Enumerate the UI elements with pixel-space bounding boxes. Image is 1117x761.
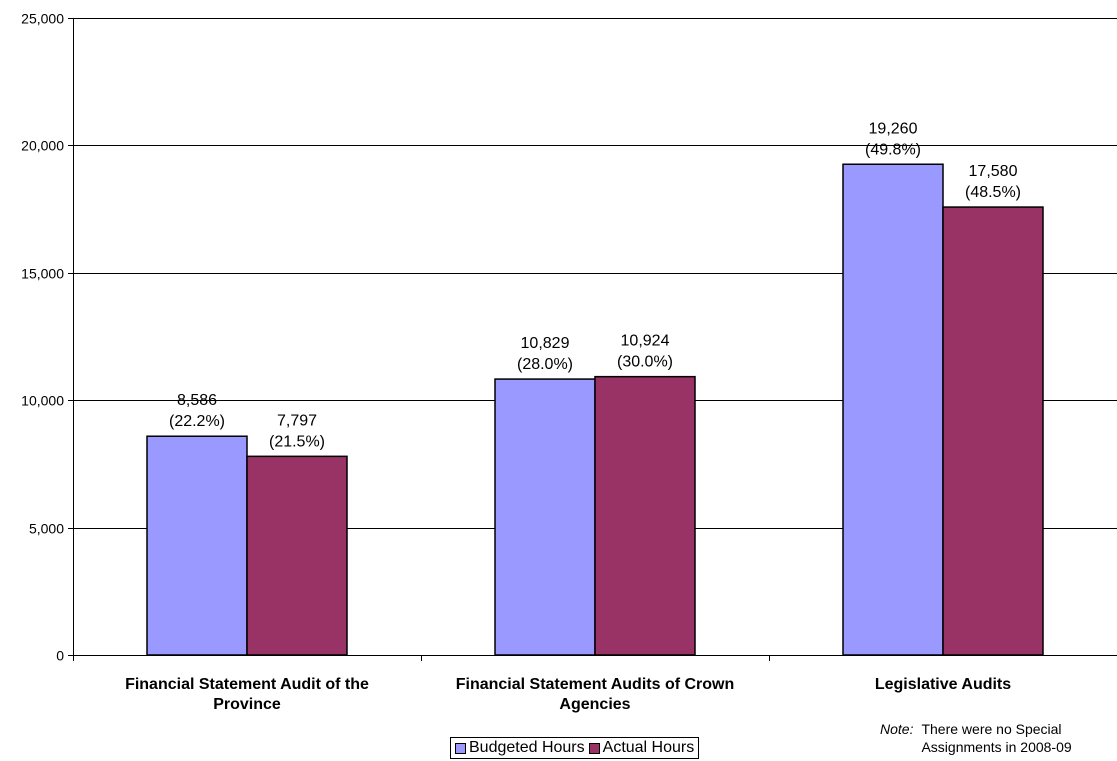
data-label: 10,829 [521, 335, 570, 352]
category-label: Financial Statement Audit of the [125, 676, 369, 693]
note-text: There were no Special Assignments in 200… [921, 720, 1071, 756]
legend: Budgeted Hours Actual Hours [450, 737, 700, 759]
data-label: (30.0%) [617, 354, 673, 371]
bar [942, 206, 1044, 656]
note-line-2: Assignments in 2008-09 [921, 739, 1072, 755]
legend-swatch-budgeted [455, 742, 466, 754]
y-tick-label: 15,000 [21, 266, 64, 282]
y-tick-label: 20,000 [21, 138, 64, 154]
data-label: 7,797 [277, 412, 317, 429]
data-label: (21.5%) [269, 433, 325, 450]
bar [594, 375, 696, 656]
bar [146, 435, 248, 656]
labels: 0 5,000 10,000 15,000 20,000 25,000 8,586 (22.2… [21, 11, 1021, 714]
bars [146, 163, 1044, 656]
legend-item-actual: Actual Hours [588, 739, 695, 757]
axes [68, 18, 1117, 661]
y-tick-label: 5,000 [29, 521, 64, 537]
note-label: Note: [880, 721, 914, 737]
data-label: 10,924 [621, 333, 670, 350]
category-label: Agencies [559, 696, 630, 713]
bar [246, 455, 348, 656]
data-label: 8,586 [177, 392, 217, 409]
legend-item-budgeted: Budgeted Hours [455, 739, 585, 757]
category-label: Financial Statement Audits of Crown [456, 676, 735, 693]
note: Note: There were no Special Assignments … [880, 720, 1072, 756]
data-label: 19,260 [869, 120, 918, 137]
data-label: (28.0%) [517, 356, 573, 373]
bar [494, 378, 596, 656]
y-tick-label: 0 [56, 648, 64, 664]
legend-swatch-actual [588, 742, 600, 754]
category-label: Legislative Audits [875, 676, 1011, 693]
data-label: (48.5%) [965, 184, 1021, 201]
data-label: 17,580 [969, 163, 1018, 180]
note-line-1: There were no Special [921, 721, 1062, 737]
category-label: Province [213, 696, 281, 713]
legend-label-budgeted: Budgeted Hours [469, 739, 585, 756]
data-label: (22.2%) [169, 413, 225, 430]
legend-label-actual: Actual Hours [602, 739, 695, 756]
y-tick-label: 25,000 [21, 11, 64, 27]
bar [842, 163, 944, 656]
data-label: (49.8%) [865, 141, 921, 158]
y-tick-label: 10,000 [21, 393, 64, 409]
